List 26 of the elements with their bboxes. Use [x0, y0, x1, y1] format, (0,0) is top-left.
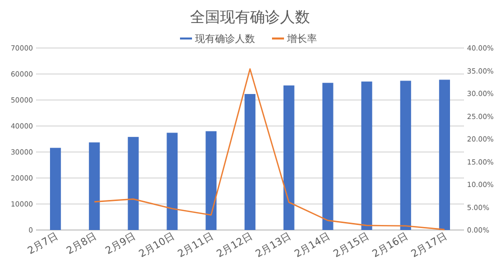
x-tick-label: 2月15日: [332, 231, 372, 260]
bar: [244, 94, 256, 230]
bar: [88, 142, 100, 230]
x-tick-label: 2月10日: [137, 231, 177, 260]
bar: [166, 132, 178, 230]
x-tick-label: 2月14日: [292, 231, 332, 260]
x-tick-label: 2月7日: [26, 231, 60, 257]
x-tick-label: 2月9日: [104, 231, 138, 257]
bar: [50, 148, 61, 230]
bar: [439, 80, 450, 230]
legend-label: 现有确诊人数: [195, 33, 255, 45]
bar: [206, 131, 217, 230]
line-series: [94, 68, 446, 230]
bar: [128, 136, 139, 230]
x-tick-label: 2月16日: [370, 231, 410, 260]
bar: [361, 82, 372, 230]
x-tick-label: 2月11日: [176, 231, 216, 260]
bar: [322, 82, 334, 230]
bar: [283, 85, 294, 230]
legend-label: 增长率: [286, 33, 317, 45]
x-tick-label: 2月17日: [410, 231, 450, 260]
chart-title: 全国现有确诊人数: [190, 8, 310, 26]
bar: [400, 80, 412, 230]
x-tick-label: 2月8日: [65, 231, 99, 257]
x-tick-label: 2月12日: [215, 231, 254, 260]
x-tick-label: 2月13日: [254, 231, 294, 260]
